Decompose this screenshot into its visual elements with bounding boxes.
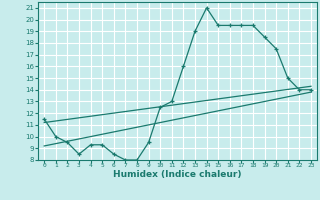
- X-axis label: Humidex (Indice chaleur): Humidex (Indice chaleur): [113, 170, 242, 179]
